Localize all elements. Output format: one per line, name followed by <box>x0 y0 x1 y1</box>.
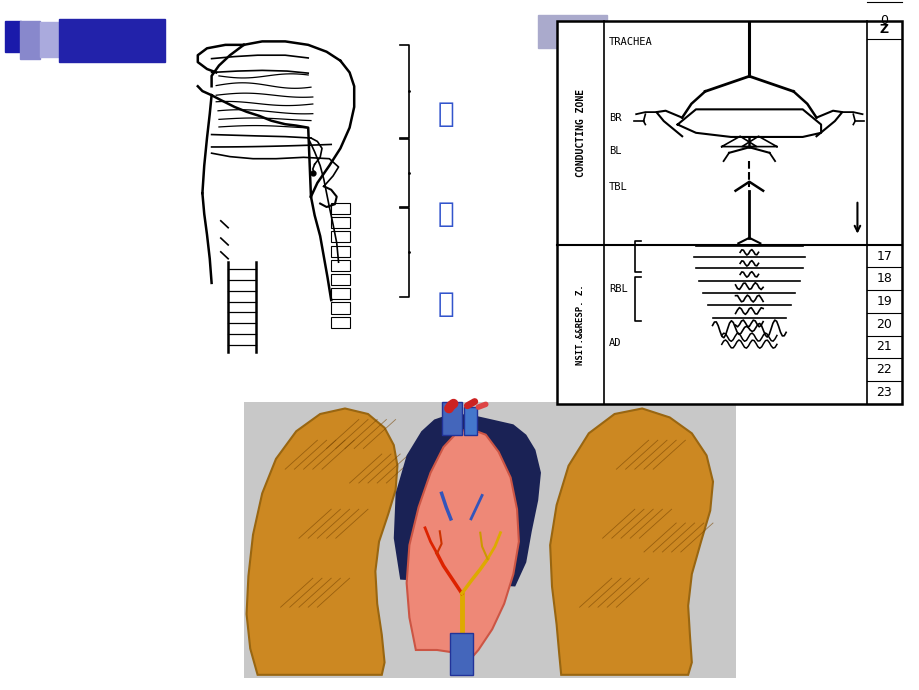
PathPatch shape <box>406 429 518 666</box>
Text: 喉: 喉 <box>437 290 454 317</box>
Text: CONDUCTING ZONE: CONDUCTING ZONE <box>575 88 584 177</box>
Text: 咍: 咍 <box>437 200 454 228</box>
Text: 20: 20 <box>875 317 891 331</box>
Bar <box>5 21 21 52</box>
Bar <box>463 407 477 435</box>
Text: BR: BR <box>608 113 621 124</box>
Bar <box>538 15 607 48</box>
Text: AD: AD <box>608 338 621 348</box>
Bar <box>40 22 59 57</box>
Text: 23: 23 <box>875 386 891 399</box>
Text: BL: BL <box>608 146 621 156</box>
Text: RBL: RBL <box>608 284 627 294</box>
Bar <box>441 402 461 435</box>
Bar <box>331 217 349 228</box>
Bar <box>331 260 349 271</box>
Text: 鼻: 鼻 <box>437 100 454 128</box>
Bar <box>331 302 349 313</box>
Bar <box>244 402 735 678</box>
PathPatch shape <box>246 408 397 675</box>
PathPatch shape <box>550 408 712 675</box>
Bar <box>556 21 901 404</box>
Text: Z: Z <box>879 23 888 37</box>
Bar <box>20 21 40 59</box>
Text: 19: 19 <box>875 295 891 308</box>
Text: TBL: TBL <box>608 182 627 193</box>
Bar <box>331 317 349 328</box>
Text: NSIT.&&RESP. Z.: NSIT.&&RESP. Z. <box>575 284 584 364</box>
Bar <box>331 231 349 242</box>
Bar <box>331 246 349 257</box>
Text: TRACHEA: TRACHEA <box>608 37 652 47</box>
Bar <box>449 633 472 675</box>
PathPatch shape <box>393 414 540 586</box>
Text: 21: 21 <box>875 340 891 353</box>
Text: 17: 17 <box>875 250 891 263</box>
Bar <box>331 274 349 285</box>
Text: 18: 18 <box>875 273 891 285</box>
Bar <box>331 203 349 214</box>
Text: 22: 22 <box>875 363 891 376</box>
Text: 0: 0 <box>879 14 887 27</box>
Bar <box>59 19 165 62</box>
Bar <box>331 288 349 299</box>
